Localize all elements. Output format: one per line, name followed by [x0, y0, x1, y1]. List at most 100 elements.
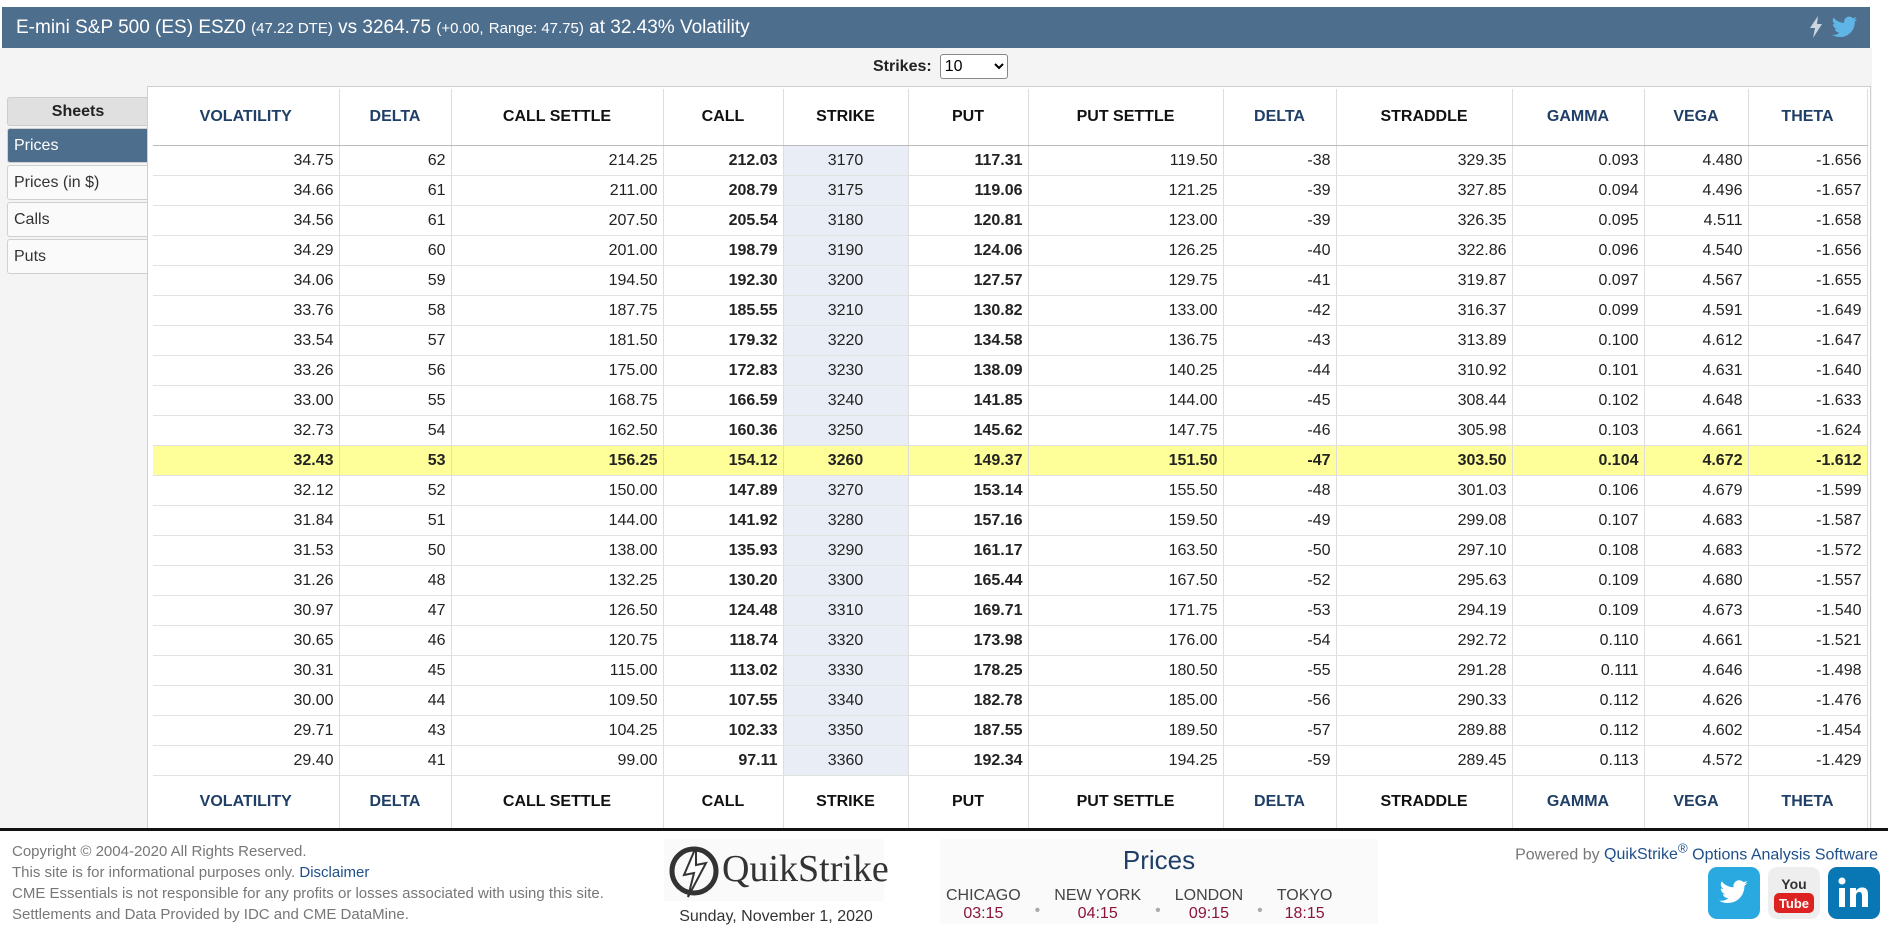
strikes-label: Strikes:: [873, 57, 932, 75]
table-row: 34.66 61 211.00 208.79 3175 119.06 121.25 -39 32…: [153, 175, 1868, 206]
sidebar-item-prices[interactable]: Prices: [7, 128, 149, 163]
column-header: CALL: [663, 89, 784, 146]
table-cell: 145.62: [908, 415, 1029, 446]
table-row: 31.84 51 144.00 141.92 3280 157.16 159.50 -49 29…: [153, 505, 1868, 536]
table-cell: 3220: [783, 325, 909, 356]
table-cell: 212.03: [663, 145, 784, 176]
table-cell: 0.094: [1512, 175, 1645, 206]
table-cell: 33.26: [153, 355, 340, 386]
table-cell: 130.20: [663, 565, 784, 596]
table-cell: -43: [1223, 325, 1337, 356]
table-cell: 61: [339, 175, 452, 206]
city-tokyo: TOKYO 18:15: [1277, 887, 1333, 935]
table-cell: 3280: [783, 505, 909, 536]
table-cell: 32.73: [153, 415, 340, 446]
table-cell: 113.02: [663, 655, 784, 686]
table-cell: 48: [339, 565, 452, 596]
sidebar-item-puts[interactable]: Puts: [7, 239, 149, 274]
twitter-social-icon[interactable]: [1708, 867, 1760, 924]
table-cell: 211.00: [451, 175, 664, 206]
table-cell: 3175: [783, 175, 909, 206]
column-header: THETA: [1748, 89, 1868, 146]
table-row: 30.31 45 115.00 113.02 3330 178.25 180.50 -55 29…: [153, 655, 1868, 686]
city-clocks: CHICAGO 03:15 • NEW YORK 04:15 • LONDON 09:…: [946, 887, 1333, 935]
disclaimer-link[interactable]: Disclaimer: [299, 864, 370, 881]
table-cell: 54: [339, 415, 452, 446]
table-cell: 0.108: [1512, 535, 1645, 566]
table-cell: 31.84: [153, 505, 340, 536]
table-cell: 3300: [783, 565, 909, 596]
table-cell: -39: [1223, 175, 1337, 206]
table-cell: 0.110: [1512, 625, 1645, 656]
table-cell: 138.00: [451, 535, 664, 566]
column-header: THETA: [1748, 775, 1868, 828]
table-cell: 51: [339, 505, 452, 536]
table-cell: 322.86: [1336, 235, 1513, 266]
sidebar-item-calls[interactable]: Calls: [7, 202, 149, 237]
table-cell: 313.89: [1336, 325, 1513, 356]
title-dte: (47.22 DTE): [251, 19, 333, 37]
column-header: DELTA: [1223, 89, 1337, 146]
table-cell: 3320: [783, 625, 909, 656]
table-cell: 205.54: [663, 205, 784, 236]
city-new-york: NEW YORK 04:15: [1054, 887, 1141, 935]
column-header: PUT SETTLE: [1028, 89, 1224, 146]
table-cell: 47: [339, 595, 452, 626]
column-header: STRADDLE: [1336, 89, 1513, 146]
table-cell: 4.683: [1644, 535, 1749, 566]
table-cell: -54: [1223, 625, 1337, 656]
table-cell: 159.50: [1028, 505, 1224, 536]
twitter-icon[interactable]: [1832, 16, 1858, 43]
table-cell: 34.29: [153, 235, 340, 266]
table-cell: 117.31: [908, 145, 1029, 176]
table-cell: 0.113: [1512, 745, 1645, 776]
table-cell: 160.36: [663, 415, 784, 446]
table-cell: 4.631: [1644, 355, 1749, 386]
title-price: vs 3264.75: [338, 16, 432, 38]
linkedin-icon[interactable]: [1828, 867, 1880, 924]
table-cell: 3260: [783, 445, 909, 476]
clock-title: Prices: [1122, 845, 1196, 875]
table-cell: 201.00: [451, 235, 664, 266]
table-cell: 43: [339, 715, 452, 746]
table-cell: 115.00: [451, 655, 664, 686]
table-cell: 4.591: [1644, 295, 1749, 326]
table-cell: 4.679: [1644, 475, 1749, 506]
strikes-select[interactable]: 10: [939, 54, 1008, 79]
options-analysis-link[interactable]: Options Analysis Software: [1692, 846, 1878, 864]
separator-dot: •: [1034, 902, 1041, 919]
table-cell: 33.00: [153, 385, 340, 416]
table-cell: 99.00: [451, 745, 664, 776]
table-cell: 30.00: [153, 685, 340, 716]
table-row: 31.53 50 138.00 135.93 3290 161.17 163.50 -50 29…: [153, 535, 1868, 566]
table-cell: 154.12: [663, 445, 784, 476]
table-cell: 57: [339, 325, 452, 356]
table-cell: 3200: [783, 265, 909, 296]
table-cell: 32.43: [153, 445, 340, 476]
table-cell: 30.97: [153, 595, 340, 626]
table-cell: 3310: [783, 595, 909, 626]
table-cell: -38: [1223, 145, 1337, 176]
column-header: STRIKE: [783, 89, 909, 146]
table-cell: -1.557: [1748, 565, 1868, 596]
responsibility-text: CME Essentials is not responsible for an…: [12, 885, 604, 902]
table-cell: -1.498: [1748, 655, 1868, 686]
table-cell: -50: [1223, 535, 1337, 566]
quikstrike-link[interactable]: QuikStrike®: [1604, 841, 1688, 863]
table-cell: 3290: [783, 535, 909, 566]
sidebar-item-prices-dollars[interactable]: Prices (in $): [7, 165, 149, 200]
table-cell: 30.31: [153, 655, 340, 686]
table-cell: 0.096: [1512, 235, 1645, 266]
table-cell: 147.89: [663, 475, 784, 506]
table-cell: 194.25: [1028, 745, 1224, 776]
lightning-icon[interactable]: [1808, 16, 1824, 43]
table-cell: 31.53: [153, 535, 340, 566]
table-cell: 147.75: [1028, 415, 1224, 446]
table-cell: 3350: [783, 715, 909, 746]
table-row: 29.40 41 99.00 97.11 3360 192.34 194.25 -59 289.…: [153, 745, 1868, 776]
youtube-icon[interactable]: You Tube: [1768, 867, 1820, 924]
table-cell: -55: [1223, 655, 1337, 686]
table-cell: 150.00: [451, 475, 664, 506]
table-cell: 44: [339, 685, 452, 716]
world-clock: Prices CHICAGO 03:15 • NEW YORK 04:15 • LO…: [940, 839, 1378, 924]
